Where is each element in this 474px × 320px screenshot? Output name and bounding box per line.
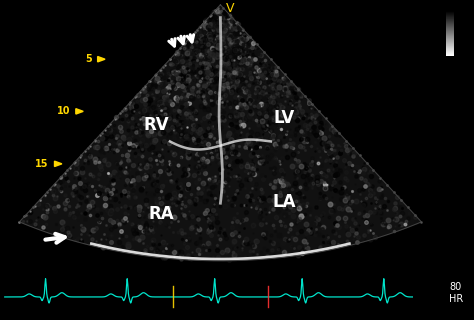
Text: V: V bbox=[226, 3, 234, 15]
Polygon shape bbox=[55, 161, 62, 166]
Text: 15: 15 bbox=[36, 159, 49, 169]
Polygon shape bbox=[98, 57, 105, 62]
Polygon shape bbox=[19, 5, 421, 261]
Polygon shape bbox=[76, 109, 83, 114]
Text: 10: 10 bbox=[57, 106, 70, 116]
Text: LV: LV bbox=[274, 109, 295, 127]
Text: LA: LA bbox=[273, 193, 296, 211]
Text: 80
HR: 80 HR bbox=[449, 282, 463, 304]
Text: 5: 5 bbox=[86, 54, 92, 64]
Text: RV: RV bbox=[144, 116, 169, 134]
Text: RA: RA bbox=[148, 205, 174, 223]
